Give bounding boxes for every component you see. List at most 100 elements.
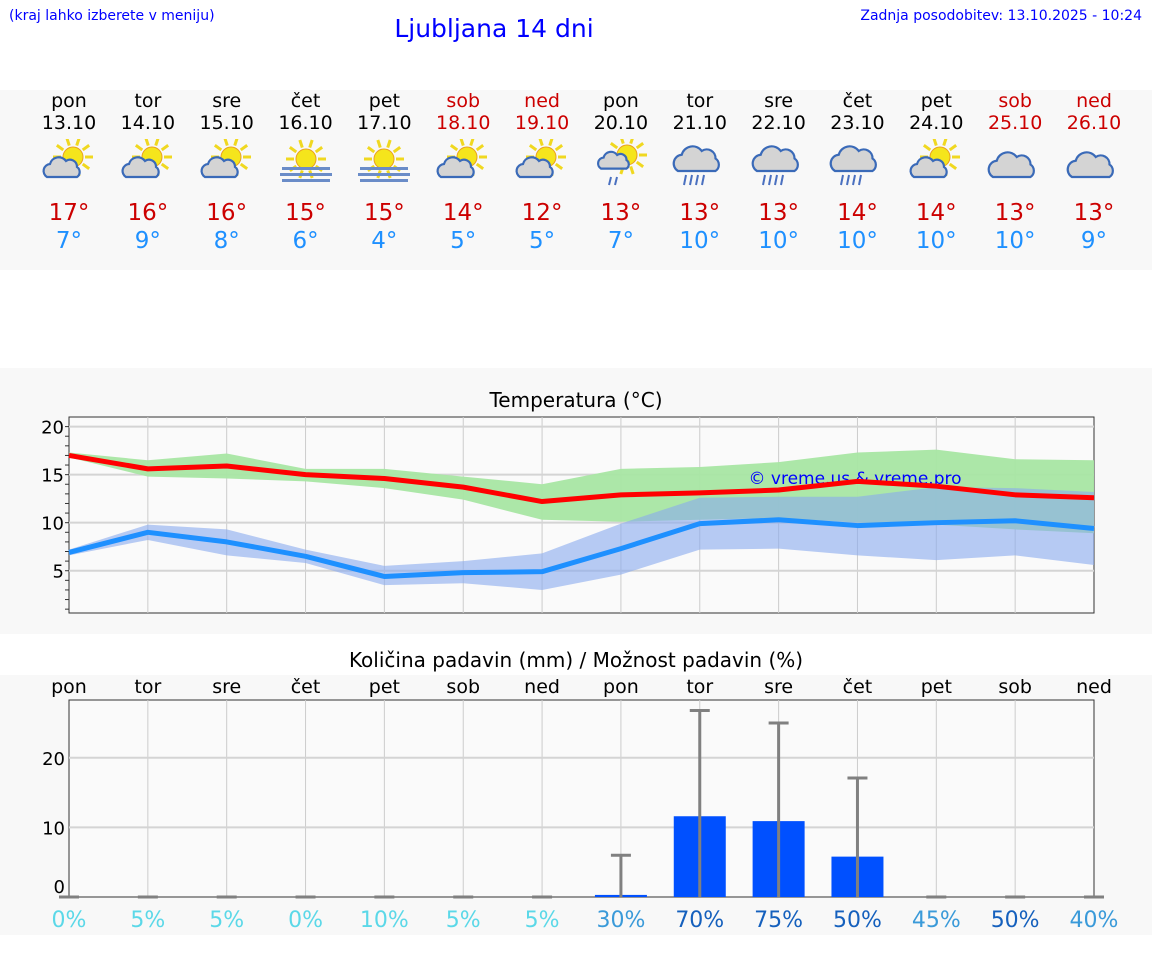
min-temperature: 9° (134, 228, 161, 254)
day-name: tor (134, 90, 162, 112)
precipitation-probability: 70% (675, 908, 724, 933)
sun-ray (75, 139, 81, 147)
max-temperature: 13° (758, 200, 799, 226)
daily-forecast-strip: pon 13.10 17° 7° tor 14.10 16° 9° sre 15.1… (0, 90, 1152, 270)
raindrop (846, 174, 851, 186)
max-temperature: 16° (206, 200, 248, 226)
sun-ray (288, 146, 297, 154)
min-temperature: 5° (450, 228, 477, 254)
max-temperature: 14° (915, 200, 957, 226)
precipitation-probability: 45% (912, 908, 961, 933)
temperature-chart-title: Temperatura (°C) (489, 388, 663, 412)
precipitation-probability: 50% (991, 908, 1040, 933)
cloud (672, 145, 720, 173)
raindrop (688, 174, 693, 186)
min-temperature: 10° (758, 228, 799, 254)
sun-ray (450, 144, 459, 152)
fog-line (360, 167, 409, 170)
day-label: sob (998, 676, 1032, 698)
sun-ray (160, 162, 169, 170)
day-name: pon (51, 90, 87, 112)
day-name: sob (998, 90, 1032, 112)
cloud (1066, 151, 1114, 179)
raindrop (779, 174, 784, 186)
sun-ray (554, 162, 564, 170)
day-date: 22.10 (751, 112, 806, 134)
sun-ray (469, 139, 475, 147)
day-date: 16.10 (278, 112, 333, 134)
max-temperature: 13° (994, 200, 1036, 226)
raindrop (682, 174, 687, 186)
y-tick-label: 20 (41, 418, 64, 439)
sun-ray (65, 139, 71, 147)
sun-ray (538, 139, 544, 147)
day-name: pet (920, 90, 952, 112)
partly-cloudy-icon (42, 139, 93, 179)
cloud-rain-icon (830, 145, 878, 186)
raindrop (700, 174, 705, 186)
fog-line (358, 173, 411, 176)
min-temperature: 4° (371, 228, 398, 254)
raindrop (773, 174, 778, 186)
sun-cloud-rain-icon (596, 139, 647, 186)
sun-ray (949, 144, 958, 152)
sun-ray (620, 139, 625, 145)
day-date: 13.10 (41, 112, 97, 134)
max-temperature: 13° (600, 200, 642, 226)
sun-ray (154, 139, 160, 147)
precipitation-chart-title: Količina padavin (mm) / Možnost padavin … (348, 648, 804, 672)
sun-ray (393, 146, 402, 154)
fog-line (279, 173, 332, 176)
location-hint: (kraj lahko izberete v meniju) (9, 8, 215, 24)
precipitation-probability: 5% (525, 908, 560, 933)
day-name: ned (524, 90, 560, 112)
day-label: pon (603, 676, 639, 698)
partly-cloudy-icon (121, 139, 172, 179)
day-column: pon 20.10 13° 7° (581, 90, 661, 255)
day-label: sre (212, 676, 241, 698)
sun-ray (367, 146, 376, 154)
sun-ray (942, 139, 948, 147)
day-label: pet (921, 676, 952, 698)
day-label: čet (291, 676, 321, 698)
sun-ray (629, 139, 634, 145)
raindrop (694, 174, 699, 186)
day-label: pon (51, 676, 87, 698)
min-temperature-band (69, 487, 1094, 590)
day-label: tor (686, 676, 713, 698)
day-name: pon (603, 90, 639, 112)
sun-ray (81, 144, 91, 152)
day-column: pon 13.10 17° 7° (29, 90, 109, 255)
day-date: 15.10 (199, 112, 254, 134)
day-name: sre (764, 90, 794, 112)
day-name: ned (1076, 90, 1112, 112)
day-column: pet 17.10 15° 4° (344, 90, 424, 255)
max-temperature: 14° (442, 200, 484, 226)
precipitation-probability: 5% (130, 908, 165, 933)
sun-ray (239, 144, 248, 152)
day-column: sob 25.10 13° 10° (975, 90, 1055, 255)
sun-ray (635, 142, 644, 150)
sun-ray (459, 139, 465, 147)
cloud (436, 156, 475, 179)
precipitation-probability: 5% (209, 908, 244, 933)
max-temperature: 17° (48, 200, 90, 226)
fog-line (281, 179, 330, 182)
min-temperature: 8° (213, 228, 240, 254)
day-date: 23.10 (830, 112, 885, 134)
min-temperature: 9° (1080, 228, 1108, 254)
cloud (751, 145, 799, 173)
cloud-rain-icon (672, 145, 720, 186)
raindrop (858, 174, 863, 186)
cloud (515, 156, 554, 179)
y-tick-label: 10 (41, 514, 64, 535)
raindrop (852, 174, 857, 186)
cloudy-icon (1066, 151, 1114, 179)
sun-ray (223, 139, 229, 147)
sun-ray (932, 139, 939, 147)
sun-ray (144, 139, 150, 147)
partly-cloudy-icon (909, 139, 961, 179)
sun-ray (239, 162, 248, 170)
